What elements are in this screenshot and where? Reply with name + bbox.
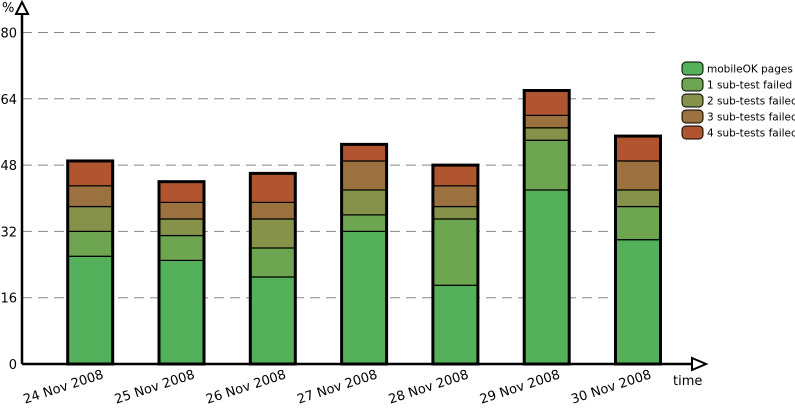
legend-label: 1 sub-test failed [707,80,792,92]
legend-label: mobileOK pages [707,64,793,76]
legend-swatch [681,61,704,76]
bar-segment [614,189,662,208]
x-tick-label: 26 Nov 2008 [204,368,288,408]
x-axis-label: time [673,374,702,389]
bar-segment [614,239,662,365]
bar-segment [67,205,114,233]
y-tick-label: 48 [0,159,17,174]
bar-segment [432,284,479,365]
x-axis-arrow-icon [691,356,709,372]
legend-swatch [681,109,704,124]
bar-segment [432,164,479,187]
bar-segment [158,218,205,237]
bar-stack [431,163,480,366]
bar-segment [523,189,570,365]
x-tick-label: 30 Nov 2008 [569,368,653,408]
bar-segment [158,234,205,262]
bar-segment [341,230,388,365]
legend-label: 2 sub-tests failed [707,96,795,108]
legend-swatch [681,125,704,140]
legend-label: 3 sub-tests failed [707,112,795,124]
y-tick-label: 0 [9,358,17,373]
bar-segment [67,230,114,257]
y-tick-labels: 0 16 32 48 64 80 [0,27,17,374]
bar-stack [340,142,389,366]
bar-segment [523,89,570,116]
bar-segment [614,205,662,241]
gridlines [22,32,655,299]
axes [14,0,709,372]
bar-segment [158,259,205,365]
bar-stack [66,159,115,366]
y-tick-label: 16 [0,292,17,307]
bar-segment [249,172,296,203]
legend-swatch [681,93,704,108]
y-axis-arrow-icon [14,0,30,15]
bar-segment [523,127,570,141]
bar-segment [249,247,296,278]
y-axis-label: % [2,1,14,16]
legend: mobileOK pages 1 sub-test failed 2 sub-tes… [681,61,795,140]
bar-segment [341,143,388,162]
y-tick-label: 80 [0,27,17,42]
x-tick-label: 29 Nov 2008 [478,368,562,408]
bar-segment [614,160,662,191]
bar-stack [614,134,662,366]
bar-segment [341,160,388,191]
bar-stack [522,89,571,366]
bar-segment [341,189,388,216]
bar-segment [249,218,296,249]
bar-segment [614,135,662,162]
bar-segment [523,139,570,191]
bar-stack [248,171,297,366]
bar-segment [158,181,205,203]
bar-segment [67,255,114,365]
x-tick-label: 27 Nov 2008 [296,368,380,408]
bar-segment [523,114,570,129]
bar-segment [158,201,205,220]
bar-stack [157,180,206,366]
bar-segment [432,218,479,286]
x-tick-label: 24 Nov 2008 [22,368,106,408]
bar-segment [432,185,479,208]
y-tick-label: 32 [0,225,17,240]
bar-segment [249,201,296,220]
x-tick-label: 28 Nov 2008 [387,368,471,408]
bar-segment [432,205,479,220]
x-tick-labels: 24 Nov 2008 25 Nov 2008 26 Nov 2008 27 Nov … [22,368,654,408]
bar-segment [341,214,388,232]
x-tick-label: 25 Nov 2008 [113,368,197,408]
y-tick-label: 64 [0,93,17,108]
bar-segment [67,185,114,208]
bar-segment [67,160,114,187]
legend-label: 4 sub-tests failed [707,128,795,140]
bar-segment [249,276,296,365]
legend-swatch [681,77,704,92]
bars [66,89,662,366]
